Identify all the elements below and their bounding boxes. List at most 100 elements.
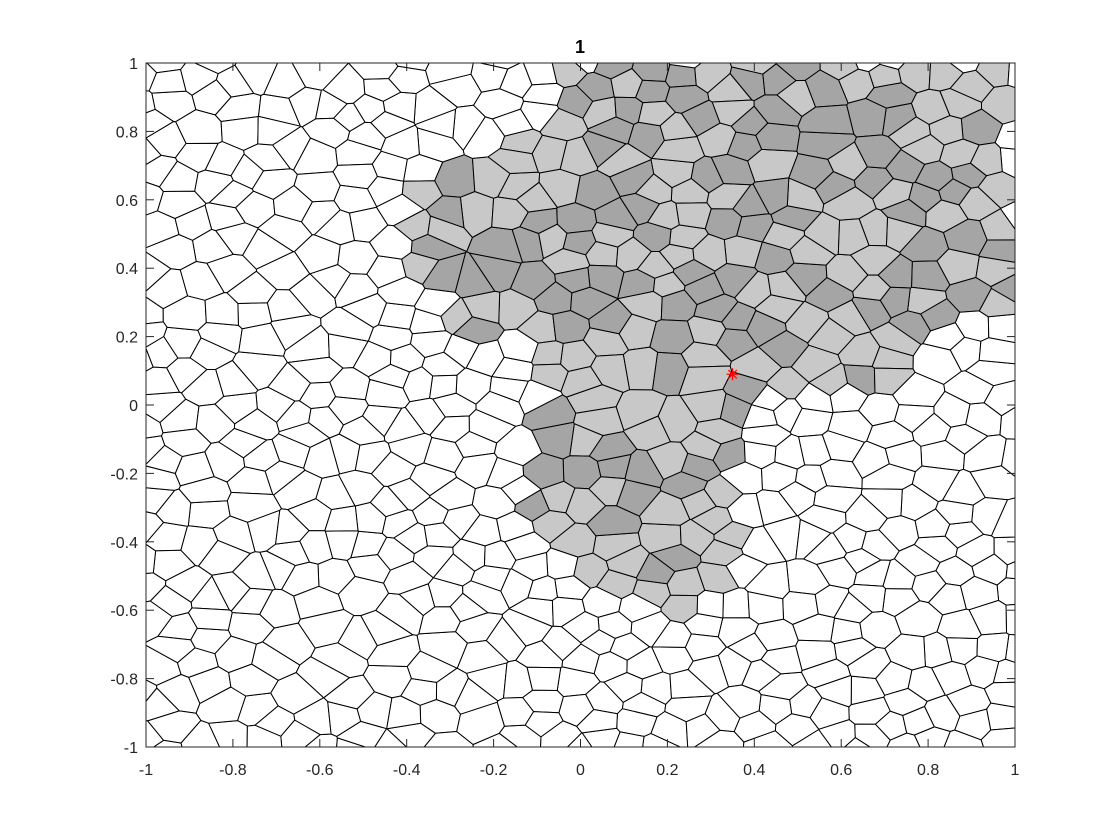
voronoi-cell — [366, 634, 421, 667]
voronoi-cell — [586, 505, 643, 537]
voronoi-cell — [161, 428, 212, 457]
voronoi-cell — [511, 552, 549, 582]
voronoi-cell — [148, 69, 187, 94]
voronoi-cell — [352, 340, 392, 378]
voronoi-cell — [146, 121, 187, 159]
y-tick-label: -0.6 — [110, 603, 138, 620]
voronoi-cell — [975, 256, 1015, 287]
voronoi-cell — [983, 681, 1015, 708]
voronoi-cell — [327, 701, 362, 737]
chart-title: 1 — [575, 37, 585, 57]
voronoi-cell — [854, 134, 902, 169]
voronoi-cell — [719, 461, 763, 495]
voronoi-cell — [803, 211, 841, 256]
voronoi-cell — [603, 672, 643, 703]
voronoi-cell — [461, 514, 502, 547]
voronoi-cell — [976, 632, 1010, 663]
voronoi-cell — [680, 488, 717, 520]
voronoi-cell — [920, 298, 961, 332]
voronoi-cell — [635, 552, 676, 585]
voronoi-cell — [400, 678, 438, 706]
voronoi-cell — [565, 487, 607, 525]
voronoi-cell — [944, 423, 989, 455]
voronoi-cell — [146, 465, 181, 491]
y-tick-label: -0.4 — [110, 535, 138, 552]
x-tick-label: -1 — [139, 762, 153, 779]
voronoi-cell — [573, 552, 610, 589]
y-tick-label: -0.8 — [110, 672, 138, 689]
voronoi-cell — [752, 177, 790, 216]
voronoi-cell — [146, 511, 164, 544]
voronoi-cell — [821, 430, 865, 463]
voronoi-cell — [293, 171, 341, 203]
voronoi-cells — [146, 63, 1015, 747]
voronoi-cell — [696, 589, 724, 619]
voronoi-cell — [795, 519, 832, 560]
voronoi-cell — [493, 424, 543, 467]
voronoi-cell — [521, 82, 565, 106]
voronoi-cell — [807, 317, 856, 356]
y-tick-label: 0 — [129, 398, 138, 415]
voronoi-cell — [879, 286, 911, 319]
x-tick-label: -0.6 — [306, 762, 334, 779]
voronoi-cell — [251, 641, 301, 681]
voronoi-cell — [818, 719, 856, 747]
voronoi-cell — [381, 509, 419, 539]
voronoi-cell — [833, 591, 873, 624]
voronoi-cell — [624, 448, 664, 489]
voronoi-cell — [1007, 63, 1015, 89]
voronoi-cell — [632, 221, 672, 252]
voronoi-cell — [146, 543, 157, 574]
voronoi-cell — [687, 654, 729, 695]
voronoi-cell — [491, 196, 529, 231]
y-tick-label: -0.2 — [110, 466, 138, 483]
voronoi-cell — [214, 392, 258, 425]
x-tick-label: 0.4 — [743, 762, 765, 779]
voronoi-cell — [146, 63, 158, 92]
voronoi-cell — [146, 268, 188, 310]
marker-layer — [726, 368, 739, 381]
x-tick-label: 0 — [576, 762, 585, 779]
voronoi-cell — [232, 551, 276, 591]
voronoi-cell — [761, 461, 798, 493]
voronoi-cell — [986, 702, 1015, 731]
voronoi-cell — [146, 347, 154, 372]
voronoi-cell — [146, 90, 156, 114]
voronoi-cell — [561, 611, 600, 644]
voronoi-cell — [847, 646, 892, 679]
voronoi-cell — [388, 65, 430, 94]
voronoi-cell — [234, 63, 279, 96]
voronoi-cell — [566, 732, 593, 747]
voronoi-cell — [552, 310, 591, 344]
voronoi-cell — [649, 319, 695, 355]
voronoi-cell — [741, 659, 782, 692]
voronoi-cell — [993, 536, 1015, 566]
y-axis: -1 -0.8 -0.6 -0.4 -0.2 0 0.2 0.4 0.6 0.8 1 — [110, 56, 1015, 757]
voronoi-cell — [266, 289, 312, 322]
voronoi-cell — [675, 202, 712, 230]
voronoi-cell — [165, 565, 213, 603]
voronoi-cell — [994, 120, 1015, 150]
voronoi-cell — [683, 272, 725, 306]
voronoi-cell — [562, 455, 602, 490]
voronoi-cell — [146, 413, 164, 439]
y-tick-label: 0.6 — [116, 193, 138, 210]
x-tick-label: 0.6 — [830, 762, 852, 779]
voronoi-cell — [554, 267, 591, 294]
voronoi-cell — [883, 687, 928, 716]
voronoi-cell — [613, 731, 645, 747]
y-tick-label: -1 — [124, 740, 138, 757]
voronoi-cell — [696, 122, 737, 158]
voronoi-cell — [410, 330, 453, 358]
voronoi-cell — [208, 179, 254, 209]
voronoi-cell — [259, 588, 301, 629]
voronoi-cell — [561, 643, 600, 675]
voronoi-cell — [524, 711, 564, 738]
voronoi-cell — [668, 63, 702, 69]
voronoi-cell — [977, 171, 1015, 209]
voronoi-cell — [637, 100, 676, 127]
voronoi-cell — [902, 706, 935, 736]
voronoi-cell — [888, 310, 931, 345]
voronoi-cell — [887, 116, 931, 149]
voronoi-cell — [635, 79, 671, 104]
